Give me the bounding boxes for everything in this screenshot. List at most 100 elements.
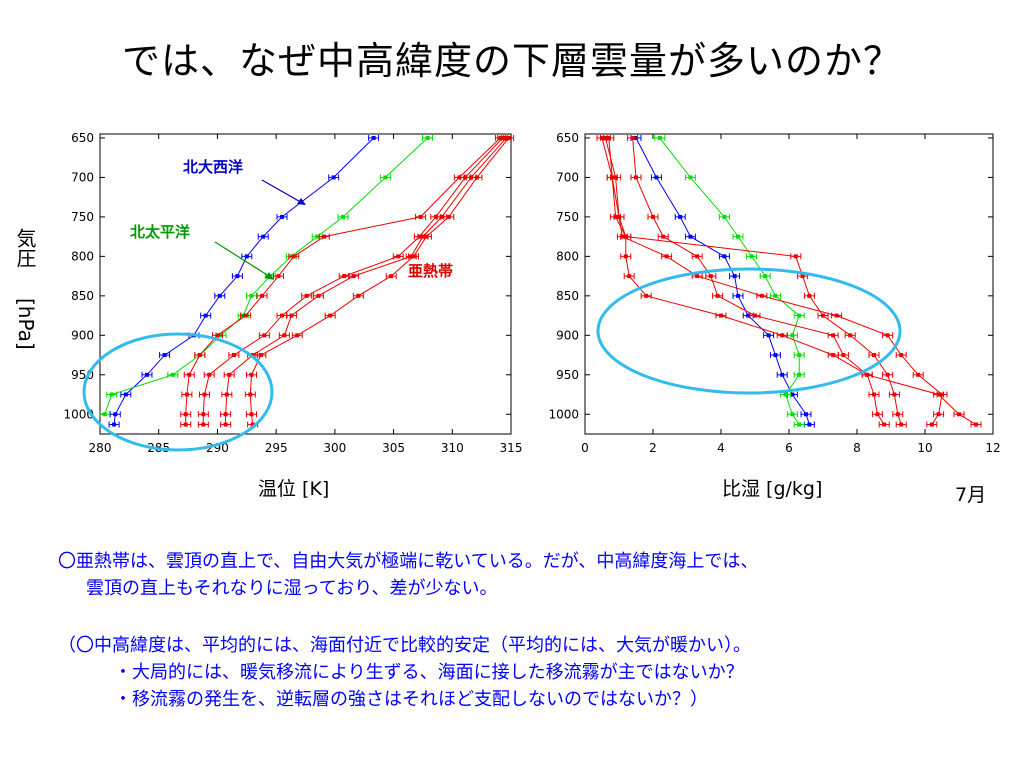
series-line-red-3 [202, 137, 504, 425]
point-marker [695, 254, 700, 259]
point-marker [280, 214, 285, 219]
point-marker [780, 333, 785, 338]
series-line-red-4 [601, 137, 943, 425]
point-marker [439, 214, 444, 219]
data-point [385, 273, 397, 280]
note-2-line-2: ・大局的には、暖気移流により生ずる、海面に接した移流霧が主ではないか？ [114, 662, 744, 683]
point-marker [203, 313, 208, 318]
point-marker [109, 392, 114, 397]
point-marker [248, 392, 253, 397]
x-tick-label: 4 [717, 441, 725, 455]
point-marker [957, 412, 961, 417]
slide-title: では、なぜ中高緯度の下層雲量が多いのか？ [121, 39, 902, 83]
series-line-red-2 [185, 137, 501, 425]
series-line-red-3 [608, 137, 902, 425]
data-point [312, 292, 324, 299]
highlight-ellipse [596, 267, 902, 395]
series-line-red-4 [225, 137, 507, 425]
x-tick-label: 305 [382, 441, 405, 455]
point-marker [113, 412, 118, 417]
note-paragraph-1: 〇亜熱帯は、雲頂の直上で、自由大気が極端に乾いている。だが、中高緯度海上では、 … [58, 548, 758, 602]
data-point [661, 253, 673, 260]
data-point [199, 391, 211, 398]
data-point [623, 273, 635, 280]
point-marker [831, 333, 836, 338]
data-point [732, 233, 744, 240]
data-point [759, 273, 771, 280]
data-point [288, 253, 300, 260]
data-point [793, 421, 805, 428]
data-point [348, 273, 360, 280]
point-marker [433, 214, 438, 219]
data-point [223, 371, 235, 378]
x-tick-label: 0 [581, 441, 589, 455]
data-point [769, 352, 781, 359]
point-marker [936, 392, 941, 397]
annotation-arrowhead-green [265, 272, 274, 280]
point-marker [244, 254, 249, 259]
series-line-blue-0 [113, 137, 374, 425]
point-marker [899, 422, 904, 427]
data-point [141, 371, 153, 378]
point-marker [183, 412, 188, 417]
data-point [392, 253, 404, 260]
point-marker [807, 422, 812, 427]
point-marker [821, 313, 825, 318]
data-point [888, 391, 900, 398]
point-marker [800, 274, 805, 279]
data-point [379, 174, 391, 181]
data-point [718, 253, 730, 260]
y-tick-label: 700 [71, 170, 94, 184]
point-marker [371, 135, 376, 140]
point-marker [469, 175, 474, 180]
point-marker [215, 333, 220, 338]
point-marker [322, 234, 327, 239]
y-tick-label: 850 [71, 289, 94, 303]
data-point [749, 312, 761, 319]
x-tick-label: 10 [917, 441, 932, 455]
point-marker [250, 422, 255, 427]
point-marker [732, 274, 737, 279]
y-tick-label: 950 [556, 368, 579, 382]
data-point [657, 233, 669, 240]
point-marker [223, 422, 228, 427]
data-point [837, 352, 849, 359]
annotation-arrowhead-blue [297, 198, 306, 205]
data-point [712, 292, 724, 299]
point-marker [892, 392, 897, 397]
point-marker [885, 333, 890, 338]
point-marker [936, 412, 941, 417]
point-marker [797, 353, 802, 358]
data-point [776, 332, 788, 339]
point-marker [249, 293, 254, 298]
y-tick-label: 800 [556, 249, 579, 263]
point-marker [223, 412, 228, 417]
point-marker [144, 372, 149, 377]
point-marker [162, 353, 167, 358]
data-point [108, 421, 120, 428]
point-marker [304, 293, 309, 298]
data-point [970, 421, 982, 428]
point-marker [797, 422, 802, 427]
point-marker [224, 392, 229, 397]
data-point [328, 174, 340, 181]
point-marker [766, 333, 771, 338]
point-marker [807, 293, 812, 298]
data-point [415, 213, 427, 220]
y-tick-label: 750 [71, 210, 94, 224]
point-marker [201, 422, 206, 427]
x-tick-label: 6 [785, 441, 793, 455]
data-point [871, 411, 883, 418]
data-point [895, 421, 907, 428]
data-point [797, 273, 809, 280]
point-marker [688, 175, 693, 180]
point-marker [202, 392, 207, 397]
point-marker [289, 313, 294, 318]
annotation-subtropics: 亜熱帯 [408, 262, 453, 280]
point-marker [201, 412, 206, 417]
point-marker [722, 214, 727, 219]
point-marker [872, 392, 876, 397]
data-point [627, 134, 639, 141]
data-point [654, 134, 666, 141]
note-paragraph-2: （〇中高緯度は、平均的には、海面付近で比較的安定（平均的には、大気が暖かい）。 … [58, 632, 751, 713]
